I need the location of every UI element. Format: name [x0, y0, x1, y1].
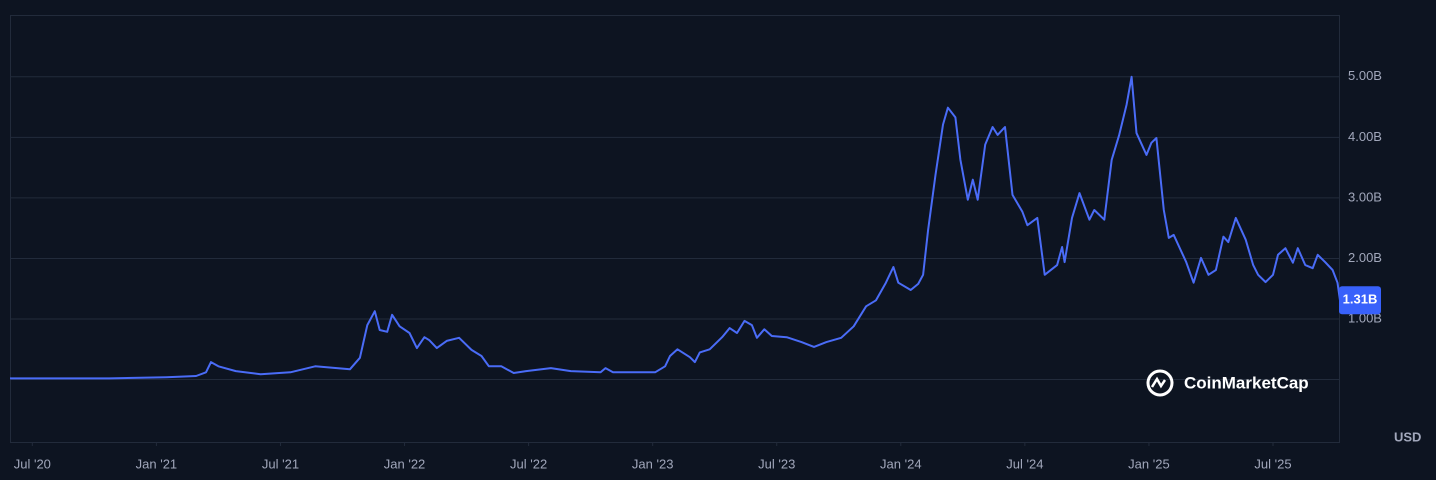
x-tick-label: Jan '21 — [136, 456, 178, 471]
currency-label: USD — [1394, 429, 1421, 444]
logo-mark — [1150, 376, 1167, 389]
price-line — [10, 75, 1341, 380]
logo — [1146, 369, 1174, 397]
x-tick-label: Jan '22 — [384, 456, 426, 471]
watermark: CoinMarketCap — [1146, 369, 1309, 397]
y-tick-label: 5.00B — [1348, 68, 1382, 83]
y-tick-label: 2.00B — [1348, 250, 1382, 265]
last-value-label: 1.31B — [1343, 292, 1378, 307]
last-value-tag — [1339, 286, 1381, 315]
y-tick-label: 3.00B — [1348, 189, 1382, 204]
x-tick-label: Jan '25 — [1128, 456, 1170, 471]
x-tick-label: Jan '24 — [880, 456, 922, 471]
plot-border — [10, 15, 1340, 443]
x-tick-label: Jul '23 — [758, 456, 795, 471]
watermark-text: CoinMarketCap — [1184, 373, 1309, 392]
x-tick-label: Jul '24 — [1006, 456, 1043, 471]
x-tick-label: Jan '23 — [632, 456, 674, 471]
y-tick-label: 4.00B — [1348, 129, 1382, 144]
x-tick-label: Jul '22 — [510, 456, 547, 471]
x-tick-label: Jul '21 — [262, 456, 299, 471]
x-tick-label: Jul '25 — [1254, 456, 1291, 471]
x-tick-label: Jul '20 — [14, 456, 51, 471]
